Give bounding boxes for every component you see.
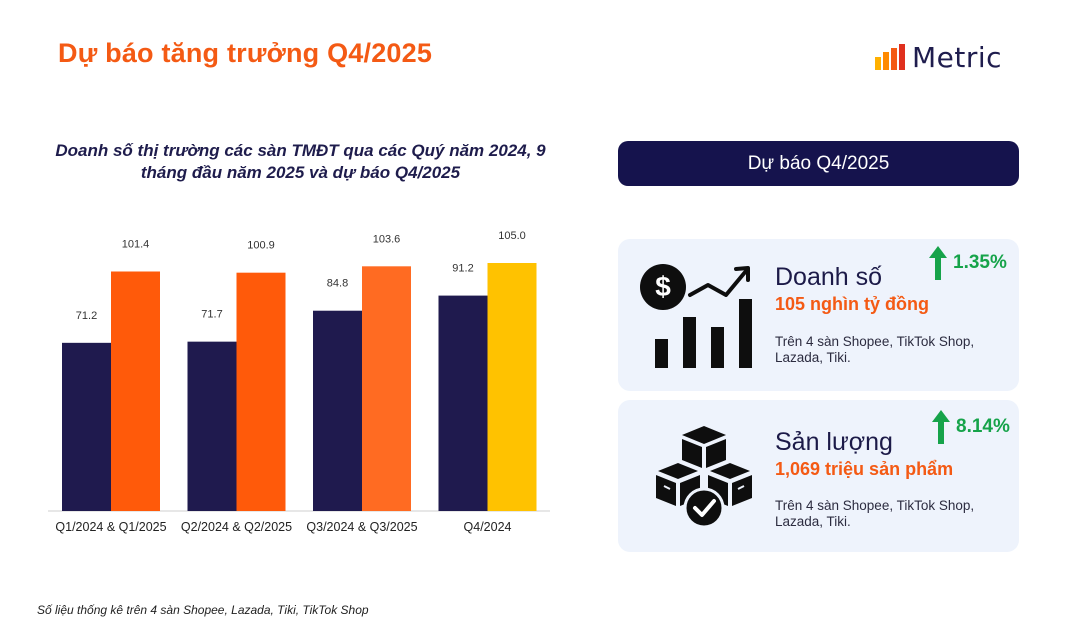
up-arrow-icon bbox=[932, 410, 950, 444]
bar-2025-2 bbox=[236, 272, 286, 511]
brand-logo: Metric bbox=[874, 40, 1002, 74]
footnote: Số liệu thống kê trên 4 sàn Shopee, Laza… bbox=[37, 603, 369, 617]
revenue-bar-chart: 71.2 101.4 Q1/2024 & Q1/2025 71.7 100.9 Q2/20… bbox=[48, 230, 550, 534]
bar-value-label: 71.2 bbox=[76, 310, 97, 322]
revenue-value: 105 nghìn tỷ đồng bbox=[775, 294, 930, 314]
bar-logo-icon bbox=[875, 44, 905, 70]
dollar-growth-chart-icon: $ bbox=[640, 264, 752, 368]
page-title: Dự báo tăng trưởng Q4/2025 bbox=[58, 38, 433, 68]
x-tick-label: Q2/2024 & Q2/2025 bbox=[181, 520, 292, 534]
boxes-check-icon bbox=[656, 426, 752, 528]
volume-growth: 8.14% bbox=[932, 410, 1010, 444]
revenue-forecast-card: $ Doanh số 105 nghìn tỷ đồng Trên 4 sàn … bbox=[618, 239, 1019, 391]
bar-2024-2 bbox=[187, 341, 237, 511]
volume-forecast-card: Sản lượng 1,069 triệu sản phẩm Trên 4 sà… bbox=[618, 400, 1019, 552]
bar-2025-4 bbox=[487, 263, 537, 511]
chart-title: Doanh số thị trường các sàn TMĐT qua các… bbox=[55, 141, 546, 182]
revenue-title: Doanh số bbox=[775, 263, 883, 291]
x-tick-label: Q3/2024 & Q3/2025 bbox=[306, 520, 417, 534]
revenue-growth-value: 1.35% bbox=[953, 252, 1007, 273]
volume-title: Sản lượng bbox=[775, 428, 893, 456]
volume-description: Trên 4 sàn Shopee, TikTok Shop, Lazada, … bbox=[775, 498, 975, 529]
brand-name: Metric bbox=[912, 40, 1003, 74]
bar-2025-3 bbox=[362, 266, 411, 511]
bar-value-label: 71.7 bbox=[201, 309, 222, 321]
bar-2024-4 bbox=[438, 295, 488, 511]
volume-growth-value: 8.14% bbox=[956, 416, 1010, 437]
bar-value-label: 101.4 bbox=[122, 239, 150, 251]
svg-text:$: $ bbox=[655, 271, 671, 302]
up-arrow-icon bbox=[929, 246, 947, 280]
revenue-description: Trên 4 sàn Shopee, TikTok Shop, Lazada, … bbox=[775, 334, 975, 365]
x-tick-label: Q4/2024 bbox=[464, 520, 512, 534]
bar-value-label: 84.8 bbox=[327, 278, 348, 290]
revenue-growth: 1.35% bbox=[929, 246, 1007, 280]
x-tick-label: Q1/2024 & Q1/2025 bbox=[55, 520, 166, 534]
forecast-header: Dự báo Q4/2025 bbox=[618, 141, 1019, 186]
volume-value: 1,069 triệu sản phẩm bbox=[775, 459, 954, 479]
bar-2024-1 bbox=[62, 342, 111, 511]
bar-value-label: 100.9 bbox=[247, 240, 275, 252]
bar-2024-3 bbox=[313, 310, 362, 511]
bar-value-label: 103.6 bbox=[373, 233, 401, 245]
bar-value-label: 105.0 bbox=[498, 230, 526, 242]
bar-value-label: 91.2 bbox=[452, 263, 473, 275]
bar-2025-1 bbox=[111, 271, 160, 511]
